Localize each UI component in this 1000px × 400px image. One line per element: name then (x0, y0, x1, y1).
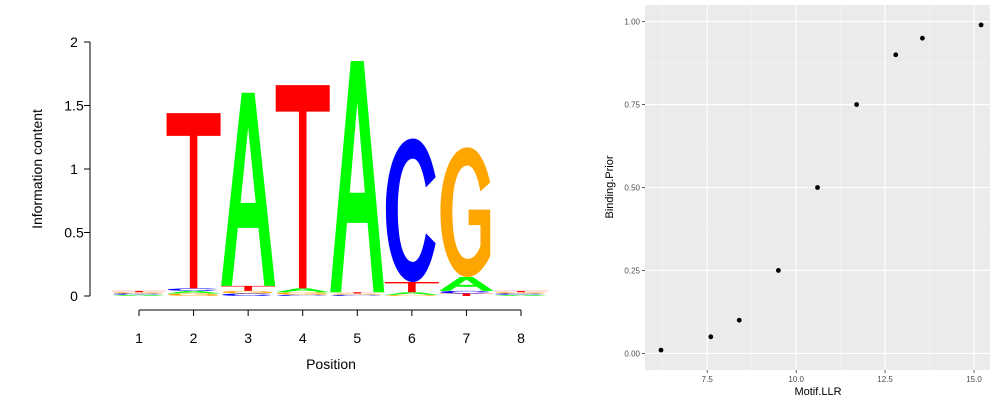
logo-y-tick-label: 0.5 (64, 225, 84, 241)
logo-x-tick-label: 5 (353, 330, 361, 346)
logo-letter-c-pos-4 (276, 294, 327, 296)
scatter-x-tick-label: 12.5 (877, 375, 893, 384)
scatter-point-8 (920, 35, 925, 41)
logo-letter-t-pos-6 (384, 282, 439, 293)
logo-letter-a-pos-4 (275, 288, 330, 293)
scatter-x-tick-label: 7.5 (702, 375, 714, 384)
logo-letter-t-pos-8 (493, 290, 549, 293)
logo-x-tick-label: 7 (463, 330, 471, 346)
scatter-y-tick-label: 0.25 (624, 266, 640, 275)
scatter-point-6 (854, 102, 860, 107)
scatter-point-1 (658, 347, 664, 353)
logo-letter-c-pos-6 (385, 138, 436, 283)
logo-letter-g-pos-2 (167, 293, 218, 296)
scatter-point-2 (708, 334, 714, 340)
sequence-logo-chart: 0 0.5 1 1.5 2 Information content 1 2 3 4 5 6 7 8 P… (29, 34, 549, 372)
scatter-x-tick-label: 10.0 (788, 375, 804, 384)
logo-x-axis-label: Position (306, 356, 356, 372)
scatter-x-tick-label: 15.0 (966, 375, 982, 384)
logo-letter-t-pos-7 (439, 293, 494, 296)
logo-letter-g-pos-7 (440, 147, 491, 277)
logo-letter-g-pos-4 (276, 292, 327, 295)
logo-letter-g-pos-5 (331, 293, 382, 295)
logo-letter-t-pos-1 (111, 290, 167, 293)
logo-letter-c-pos-3 (222, 293, 272, 296)
logo-letter-a-pos-5 (330, 61, 385, 293)
logo-x-tick-label: 1 (135, 330, 143, 346)
scatter-x-axis-label: Motif.LLR (794, 386, 841, 398)
logo-x-tick-label: 8 (517, 330, 525, 346)
logo-letter-g-pos-8 (495, 292, 545, 294)
logo-y-tick-label: 1.5 (64, 98, 84, 114)
logo-letter-a-pos-7 (439, 276, 494, 291)
scatter-point-5 (815, 185, 820, 190)
scatter-y-tick-label: 0.00 (624, 349, 640, 358)
logo-y-tick-label: 2 (70, 34, 78, 50)
logo-letter-c-pos-5 (331, 294, 382, 296)
logo-letter-c-pos-2 (167, 288, 218, 291)
scatter-point-9 (978, 22, 984, 28)
scatter-y-axis-label: Binding.Prior (604, 155, 616, 218)
scatter-y-tick-label: 0.75 (624, 101, 640, 110)
logo-letter-t-pos-3 (221, 285, 276, 291)
scatter-chart: 7.5 10.0 12.5 15.0 0.00 0.25 0.50 0.75 1.00 Moti… (604, 5, 990, 398)
logo-letter-a-pos-2 (166, 290, 221, 294)
logo-y-tick-label: 1 (70, 161, 78, 177)
logo-letter-a-pos-1 (111, 294, 167, 296)
logo-y-axis-label: Information content (29, 109, 45, 229)
logo-x-tick-label: 2 (190, 330, 198, 346)
logo-letter-g-pos-3 (222, 290, 272, 294)
logo-letter-a-pos-3 (221, 92, 276, 286)
logo-letter-t-pos-4 (275, 85, 330, 289)
logo-y-axis: 0 0.5 1 1.5 2 Information content (29, 34, 91, 304)
logo-x-tick-label: 3 (244, 330, 252, 346)
logo-letter-c-pos-8 (495, 293, 545, 295)
logo-letter-c-pos-1 (113, 293, 163, 295)
scatter-point-4 (775, 268, 781, 273)
scatter-point-7 (893, 52, 899, 58)
logo-x-tick-label: 4 (299, 330, 307, 346)
logo-letter-a-pos-8 (493, 294, 549, 296)
logo-letter-t-pos-5 (330, 292, 385, 294)
scatter-point-3 (736, 317, 742, 323)
scatter-y-tick-label: 1.00 (624, 18, 640, 27)
logo-x-tick-label: 6 (408, 330, 416, 346)
logo-y-tick-label: 0 (70, 288, 78, 304)
logo-letter-a-pos-6 (384, 292, 439, 295)
logo-letter-g-pos-1 (113, 292, 163, 294)
scatter-y-tick-label: 0.50 (624, 184, 640, 193)
logo-x-axis: 1 2 3 4 5 6 7 8 Position (135, 309, 525, 372)
logo-letter-g-pos-6 (385, 294, 436, 296)
logo-letter-t-pos-2 (166, 113, 221, 289)
logo-letter-c-pos-7 (440, 290, 491, 294)
